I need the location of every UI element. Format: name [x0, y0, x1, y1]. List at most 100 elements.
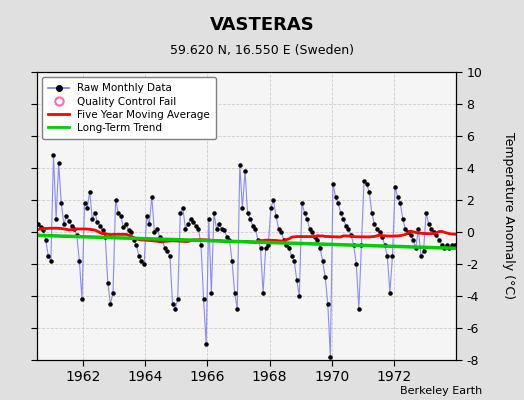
Point — [204, 216, 213, 222]
Point — [18, 221, 27, 227]
Point — [264, 242, 272, 248]
Point — [109, 290, 117, 296]
Point — [160, 245, 169, 251]
Point — [31, 216, 40, 222]
Point — [73, 232, 81, 238]
Y-axis label: Temperature Anomaly (°C): Temperature Anomaly (°C) — [501, 132, 515, 300]
Point — [163, 248, 171, 254]
Point — [326, 354, 334, 360]
Point — [220, 227, 228, 234]
Point — [192, 222, 200, 229]
Point — [119, 224, 127, 230]
Point — [179, 205, 187, 211]
Point — [129, 237, 138, 243]
Point — [54, 160, 63, 166]
Point — [114, 210, 123, 216]
Point — [394, 194, 402, 200]
Point — [411, 245, 420, 251]
Point — [331, 194, 340, 200]
Point — [189, 219, 198, 226]
Point — [112, 197, 120, 203]
Point — [388, 253, 397, 259]
Point — [187, 216, 195, 222]
Point — [355, 306, 363, 312]
Point — [430, 229, 438, 235]
Point — [248, 222, 257, 229]
Point — [254, 237, 262, 243]
Point — [127, 229, 135, 235]
Point — [24, 157, 32, 163]
Point — [368, 210, 376, 216]
Point — [419, 248, 428, 254]
Point — [432, 232, 441, 238]
Point — [375, 229, 384, 235]
Point — [282, 242, 291, 248]
Point — [427, 226, 435, 232]
Point — [26, 210, 35, 216]
Point — [57, 200, 66, 206]
Point — [435, 237, 443, 243]
Point — [78, 296, 86, 302]
Point — [34, 221, 42, 227]
Point — [233, 306, 242, 312]
Point — [319, 258, 327, 264]
Point — [60, 221, 68, 227]
Point — [44, 253, 52, 259]
Point — [93, 219, 102, 226]
Point — [298, 200, 306, 206]
Point — [316, 245, 324, 251]
Point — [409, 237, 418, 243]
Point — [184, 221, 192, 227]
Point — [404, 229, 412, 235]
Text: VASTERAS: VASTERAS — [210, 16, 314, 34]
Point — [122, 221, 130, 227]
Point — [156, 234, 164, 240]
Point — [88, 216, 96, 222]
Point — [194, 226, 203, 232]
Point — [80, 200, 89, 206]
Point — [399, 216, 407, 222]
Point — [414, 226, 422, 232]
Point — [417, 253, 425, 259]
Point — [246, 216, 254, 222]
Point — [153, 226, 161, 232]
Point — [352, 261, 361, 267]
Point — [168, 301, 177, 307]
Point — [275, 226, 283, 232]
Point — [171, 306, 179, 312]
Point — [238, 205, 247, 211]
Point — [401, 226, 410, 232]
Point — [132, 242, 140, 248]
Point — [329, 181, 337, 187]
Point — [228, 258, 236, 264]
Point — [277, 229, 286, 235]
Point — [280, 237, 288, 243]
Point — [85, 189, 94, 195]
Point — [104, 280, 112, 286]
Point — [217, 226, 226, 232]
Point — [292, 277, 301, 283]
Point — [386, 290, 394, 296]
Point — [272, 213, 280, 219]
Point — [197, 242, 205, 248]
Point — [261, 245, 270, 251]
Point — [440, 245, 449, 251]
Point — [269, 197, 278, 203]
Point — [135, 253, 143, 259]
Point — [181, 226, 190, 232]
Point — [207, 290, 215, 296]
Point — [300, 210, 309, 216]
Point — [70, 226, 79, 232]
Point — [407, 232, 415, 238]
Point — [148, 194, 156, 200]
Point — [36, 224, 45, 230]
Point — [68, 222, 76, 229]
Point — [29, 237, 37, 243]
Point — [308, 229, 316, 235]
Point — [212, 226, 221, 232]
Point — [101, 234, 110, 240]
Point — [210, 210, 218, 216]
Point — [295, 293, 303, 299]
Point — [373, 226, 381, 232]
Point — [350, 242, 358, 248]
